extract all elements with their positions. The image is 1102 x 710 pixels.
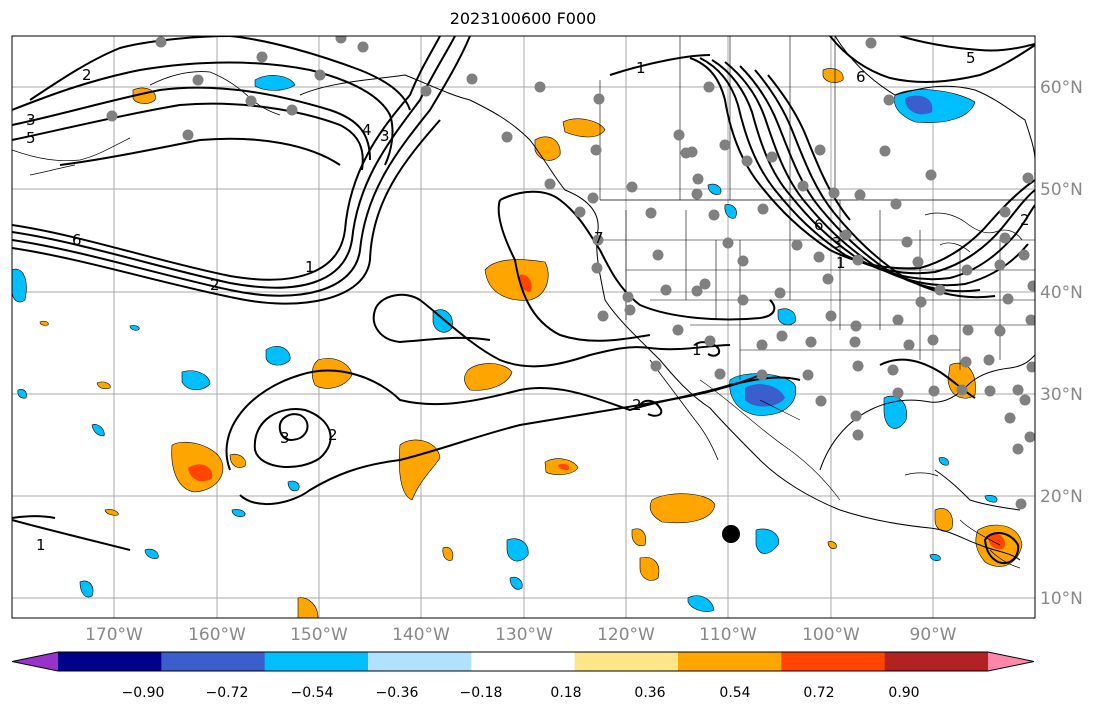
shaded-anomaly-fields	[12, 68, 1023, 618]
contour-labels: 2 3 5 6 2 1 4 3 1 6 5 6 3 2 1 7 2 1 3 2 …	[26, 49, 1030, 554]
colorbar-segment	[58, 652, 162, 671]
colorbar-segment	[264, 652, 369, 671]
lat-label: 40°N	[1040, 283, 1083, 303]
colorbar-tick-label: −0.72	[206, 685, 249, 701]
contour-label: 1	[636, 59, 646, 77]
colorbar-tick-label: −0.36	[376, 685, 419, 701]
lon-label: 140°W	[392, 625, 450, 645]
primary-station-marker	[722, 525, 740, 543]
lon-label: 130°W	[495, 625, 553, 645]
colorbar-extend-max	[988, 652, 1034, 671]
contour-label: 5	[26, 129, 36, 147]
lat-label: 50°N	[1040, 180, 1083, 200]
contour-label: 6	[72, 231, 82, 249]
contour-label: 2	[632, 396, 642, 414]
contour-label: 1	[692, 341, 702, 359]
lon-label: 170°W	[85, 625, 143, 645]
contour-label: 2	[82, 66, 92, 84]
contour-label: 3	[380, 127, 390, 145]
colorbar-tick-label: −0.18	[460, 685, 503, 701]
colorbar-outline	[11, 651, 1035, 672]
colorbar-tick-label: 0.18	[550, 685, 581, 701]
contour-label: 2	[328, 426, 338, 444]
colorbar-segment	[678, 652, 782, 671]
map-title: 2023100600 F000	[449, 9, 597, 28]
contour-label: 1	[36, 536, 46, 554]
lat-label: 20°N	[1040, 487, 1083, 507]
colorbar-tick-labels: −0.90 −0.72 −0.54 −0.36 −0.18 0.18 0.36 …	[122, 685, 920, 701]
lon-label: 160°W	[188, 625, 246, 645]
colorbar-segment	[471, 652, 576, 671]
colorbar-tick-label: 0.72	[803, 685, 834, 701]
colorbar	[11, 651, 1035, 672]
longitude-labels: 170°W 160°W 150°W 140°W 130°W 120°W 110°…	[85, 625, 957, 645]
map-frame	[11, 35, 1036, 619]
colorbar-segment	[884, 652, 989, 671]
colorbar-segment	[574, 652, 679, 671]
contour-label: 6	[814, 216, 824, 234]
coastlines-and-borders	[12, 36, 1035, 569]
lon-label: 90°W	[910, 625, 957, 645]
lat-label: 30°N	[1040, 385, 1083, 405]
colorbar-segment	[368, 652, 472, 671]
contour-label: 5	[966, 49, 976, 67]
contour-label: 3	[832, 234, 842, 252]
colorbar-segment	[781, 652, 886, 671]
contour-label: 7	[594, 229, 604, 247]
contour-label: 1	[836, 254, 846, 272]
lon-label: 110°W	[699, 625, 757, 645]
lat-label: 60°N	[1040, 78, 1083, 98]
lon-label: 100°W	[802, 625, 860, 645]
lon-label: 150°W	[290, 625, 348, 645]
latitude-labels: 60°N 50°N 40°N 30°N 20°N 10°N	[1040, 78, 1083, 609]
colorbar-tick-label: −0.90	[122, 685, 165, 701]
colorbar-tick-label: 0.90	[888, 685, 919, 701]
colorbar-tick-label: −0.54	[291, 685, 334, 701]
colorbar-tick-label: 0.36	[634, 685, 665, 701]
observation-stations	[106, 36, 1035, 510]
lon-label: 120°W	[597, 625, 655, 645]
contour-label: 6	[856, 68, 866, 86]
colorbar-tick-label: 0.54	[719, 685, 750, 701]
contour-label: 2	[210, 276, 220, 294]
contour-label: 2	[1020, 211, 1030, 229]
contour-label: 3	[26, 111, 36, 129]
contour-label: 3	[280, 429, 290, 447]
colorbar-segment	[161, 652, 266, 671]
contour-label: 4	[362, 121, 372, 139]
colorbar-extend-min	[12, 652, 58, 671]
lat-label: 10°N	[1040, 589, 1083, 609]
contour-label: 1	[305, 258, 315, 276]
